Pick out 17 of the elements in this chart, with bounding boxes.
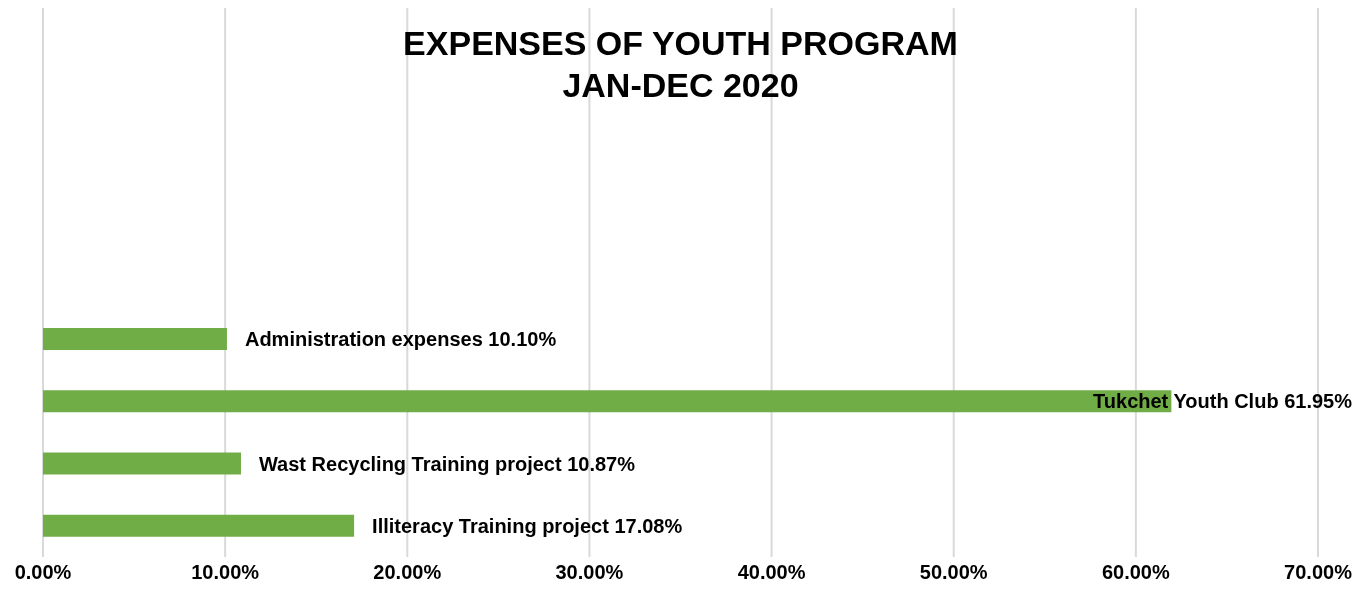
x-tick-label: 50.00%	[919, 561, 988, 584]
x-tick-label: 20.00%	[373, 561, 442, 584]
x-tick-label: 40.00%	[737, 561, 806, 584]
category-label: Administration expenses 10.10%	[244, 328, 557, 350]
bar	[43, 328, 227, 350]
x-tick-label: 10.00%	[191, 561, 260, 584]
x-tick-label: 60.00%	[1101, 561, 1170, 584]
category-label: Illiteracy Training project 17.08%	[372, 514, 683, 537]
chart-title: EXPENSES OF YOUTH PROGRAM JAN-DEC 2020	[402, 23, 959, 106]
x-tick-label: 70.00%	[1284, 561, 1353, 584]
category-label: Wast Recycling Training project 10.87%	[258, 452, 636, 475]
bar	[43, 390, 1172, 413]
bar	[43, 452, 241, 475]
x-tick-label: 0.00%	[14, 561, 72, 584]
bar	[43, 514, 355, 537]
x-tick-label: 30.00%	[555, 561, 624, 584]
category-label: Tukchet Youth Club 61.95%	[1093, 390, 1352, 413]
